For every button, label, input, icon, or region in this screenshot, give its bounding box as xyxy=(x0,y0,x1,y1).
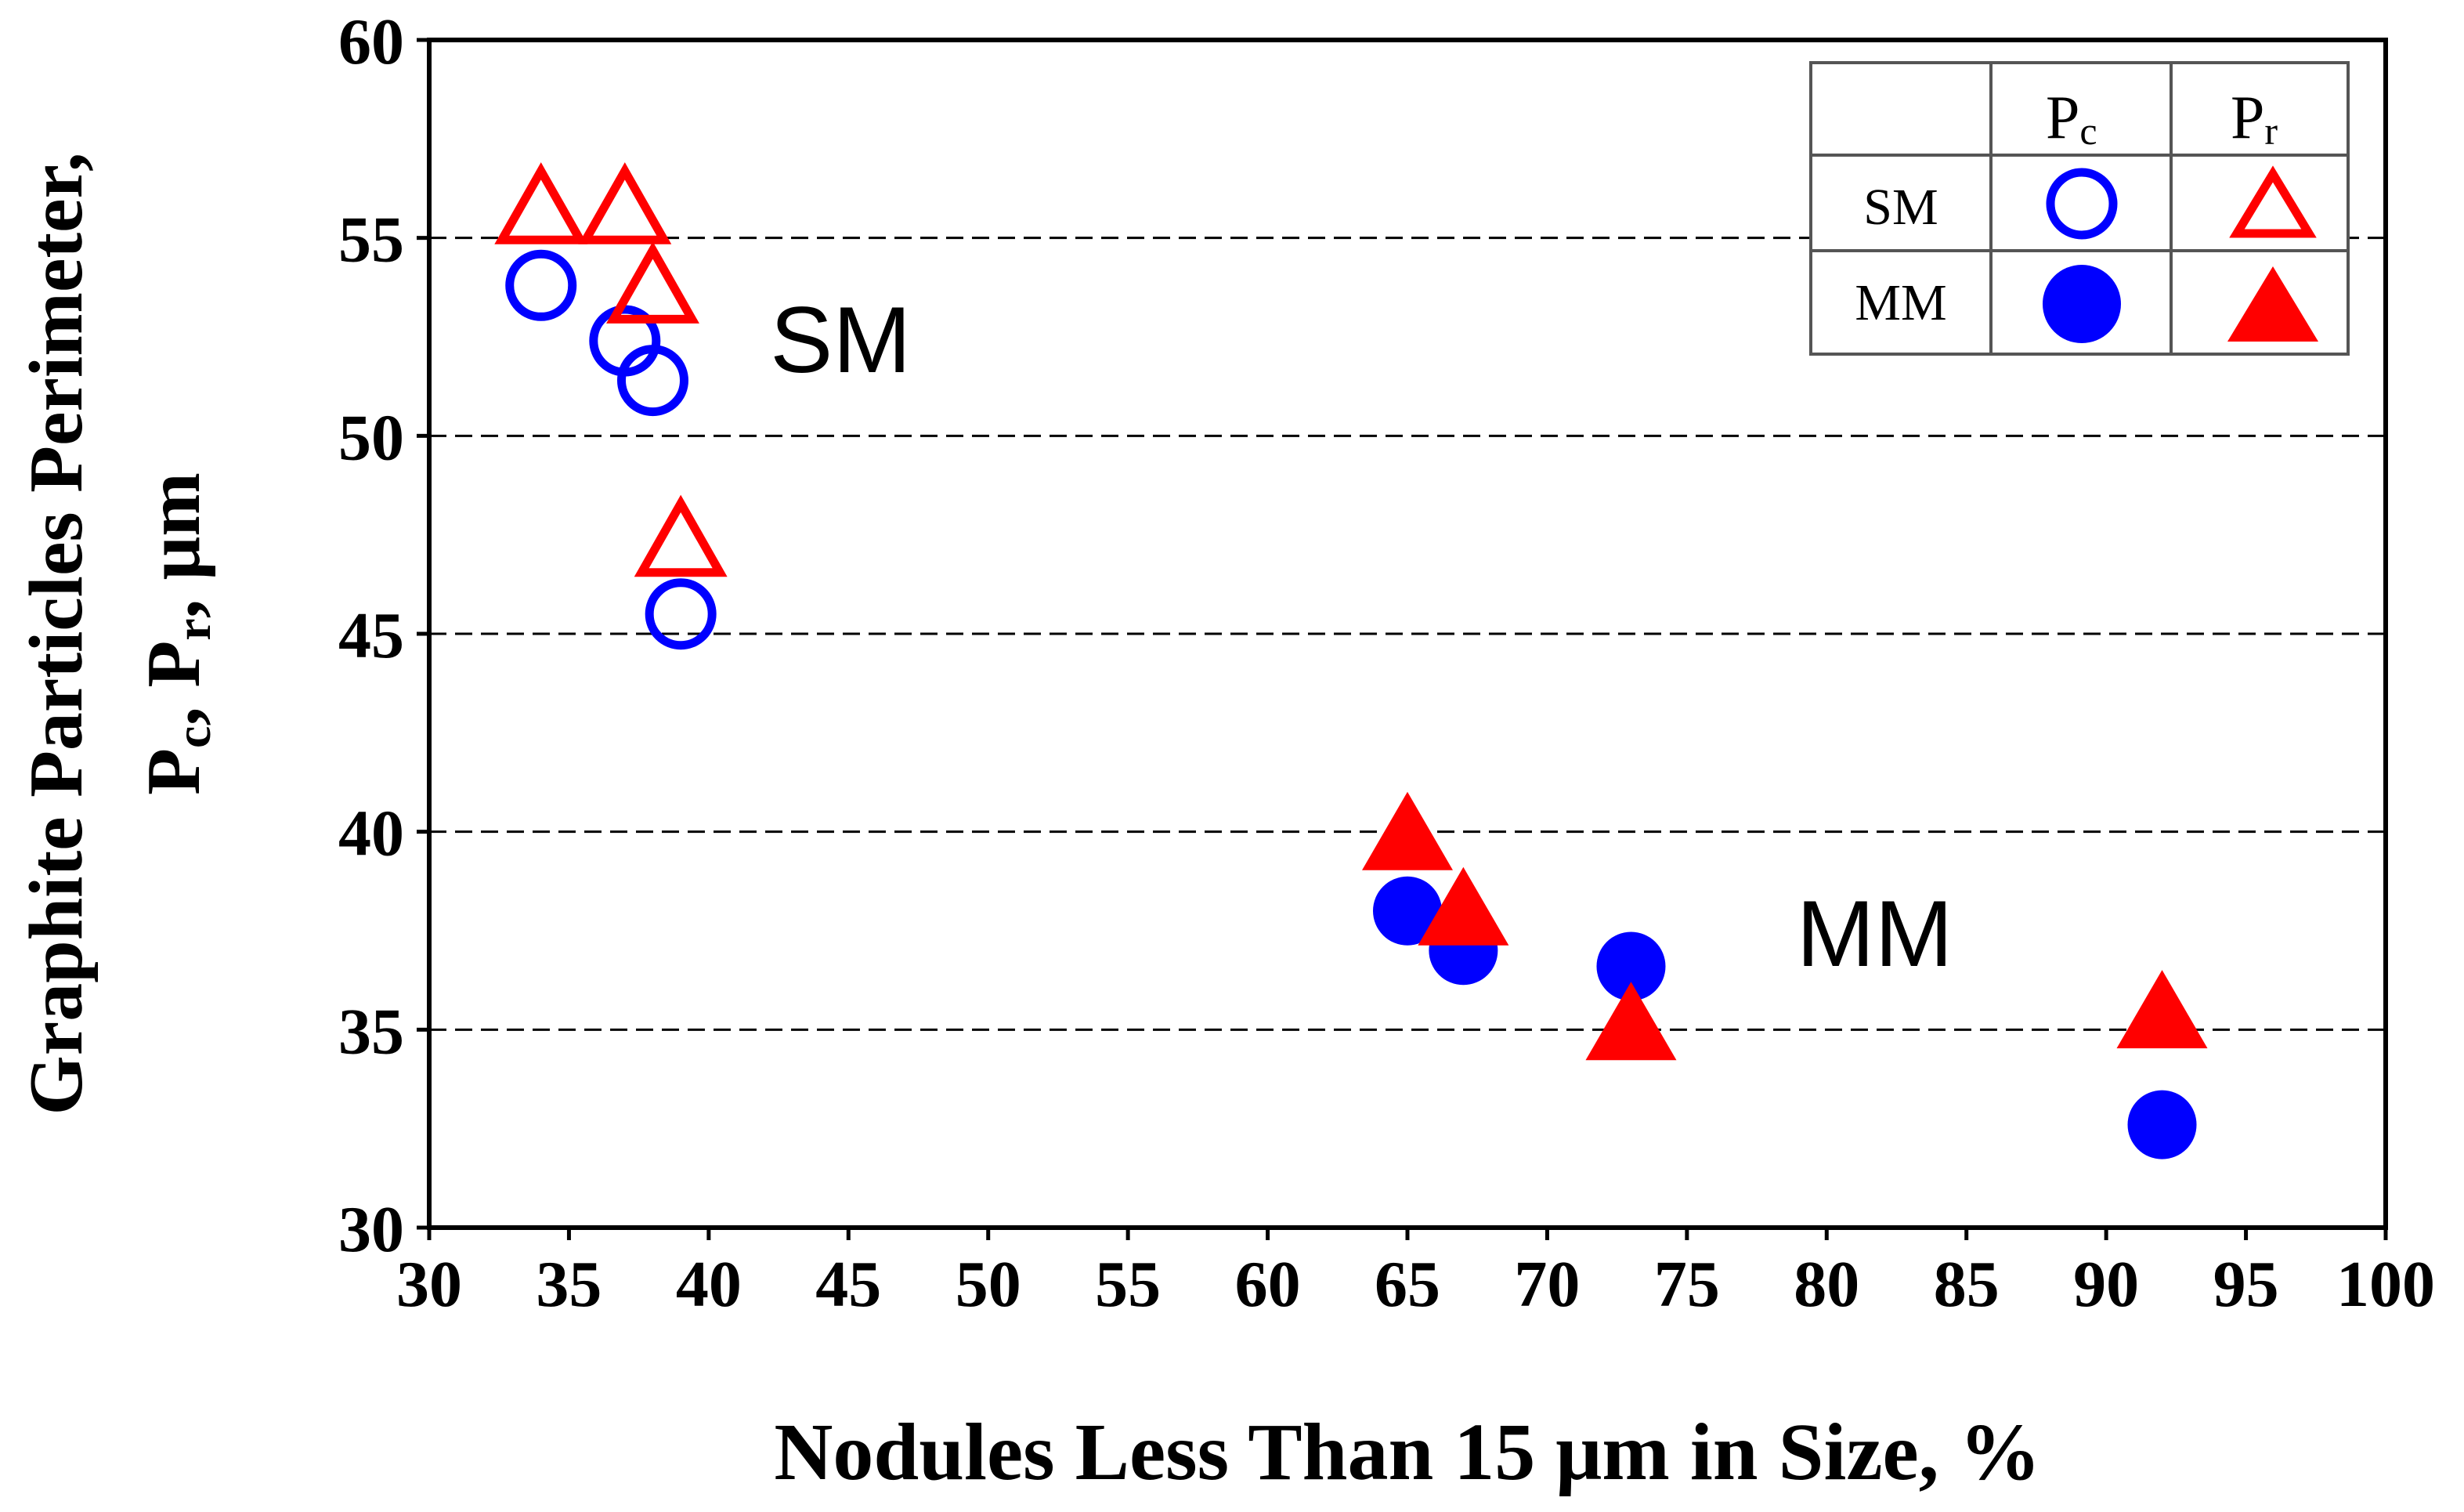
y-tick-label: 40 xyxy=(338,798,404,870)
data-point xyxy=(1373,876,1442,946)
legend-row-mm: MM xyxy=(1855,274,1946,331)
x-tick-label: 45 xyxy=(815,1248,881,1321)
y-tick-label: 55 xyxy=(338,204,404,277)
x-tick-label: 30 xyxy=(396,1248,462,1321)
data-point xyxy=(2127,1090,2197,1159)
data-point xyxy=(606,241,699,324)
data-point xyxy=(634,494,728,577)
y-tick-label: 45 xyxy=(338,599,404,672)
x-tick-label: 65 xyxy=(1375,1248,1440,1321)
legend-header-pr: Pr xyxy=(2231,83,2278,153)
y-tick-label: 50 xyxy=(338,401,404,474)
data-point xyxy=(645,578,717,650)
data-point xyxy=(505,249,577,321)
data-point xyxy=(578,162,672,244)
x-tick-label: 60 xyxy=(1235,1248,1301,1321)
legend-marker-sm-pc xyxy=(2046,168,2118,240)
annotation-sm: SM xyxy=(770,288,911,392)
data-point xyxy=(494,162,588,244)
data-point xyxy=(2116,970,2208,1049)
legend-marker-mm-pc xyxy=(2043,265,2121,343)
x-tick-label: 70 xyxy=(1514,1248,1580,1321)
legend-marker-mm-pr xyxy=(2227,266,2318,342)
legend-row-sm: SM xyxy=(1863,179,1938,236)
x-axis-title: Nodules Less Than 15 μm in Size, % xyxy=(774,1407,2040,1497)
y-axis-title-line2: Pc, Pr, μm xyxy=(132,472,221,795)
data-point xyxy=(1362,791,1453,870)
y-tick-label: 35 xyxy=(338,995,404,1068)
x-tick-label: 50 xyxy=(956,1248,1021,1321)
data-point xyxy=(1418,866,1509,946)
y-axis-title-line1: Graphite Particles Perimeter, xyxy=(14,152,99,1115)
data-point xyxy=(1585,982,1677,1061)
x-tick-label: 55 xyxy=(1095,1248,1161,1321)
legend-marker-sm-pr xyxy=(2229,165,2317,238)
data-point xyxy=(1596,931,1666,1001)
x-tick-label: 90 xyxy=(2073,1248,2139,1321)
x-tick-label: 85 xyxy=(1934,1248,2000,1321)
x-tick-label: 100 xyxy=(2336,1248,2435,1321)
legend: Pc Pr SM MM xyxy=(1809,61,2350,356)
x-tick-label: 35 xyxy=(536,1248,602,1321)
data-point xyxy=(616,345,688,417)
x-tick-label: 80 xyxy=(1794,1248,1859,1321)
x-tick-label: 40 xyxy=(676,1248,742,1321)
series-mm-pc xyxy=(1373,876,2197,1159)
y-tick-label: 60 xyxy=(338,5,404,78)
series-sm-pc xyxy=(505,249,717,650)
x-tick-label: 95 xyxy=(2213,1248,2279,1321)
data-points xyxy=(494,162,2208,1159)
series-sm-pr xyxy=(494,162,728,577)
x-tick-label: 75 xyxy=(1654,1248,1720,1321)
annotation-mm: MM xyxy=(1797,881,1953,986)
series-mm-pr xyxy=(1362,791,2208,1061)
legend-header-pc: Pc xyxy=(2046,83,2097,153)
y-tick-label: 30 xyxy=(338,1193,404,1266)
axis-ticks: 30 35 40 45 50 55 60 30 35 40 45 50 55 60 65 70 75 80 85 90… xyxy=(338,5,2435,1321)
